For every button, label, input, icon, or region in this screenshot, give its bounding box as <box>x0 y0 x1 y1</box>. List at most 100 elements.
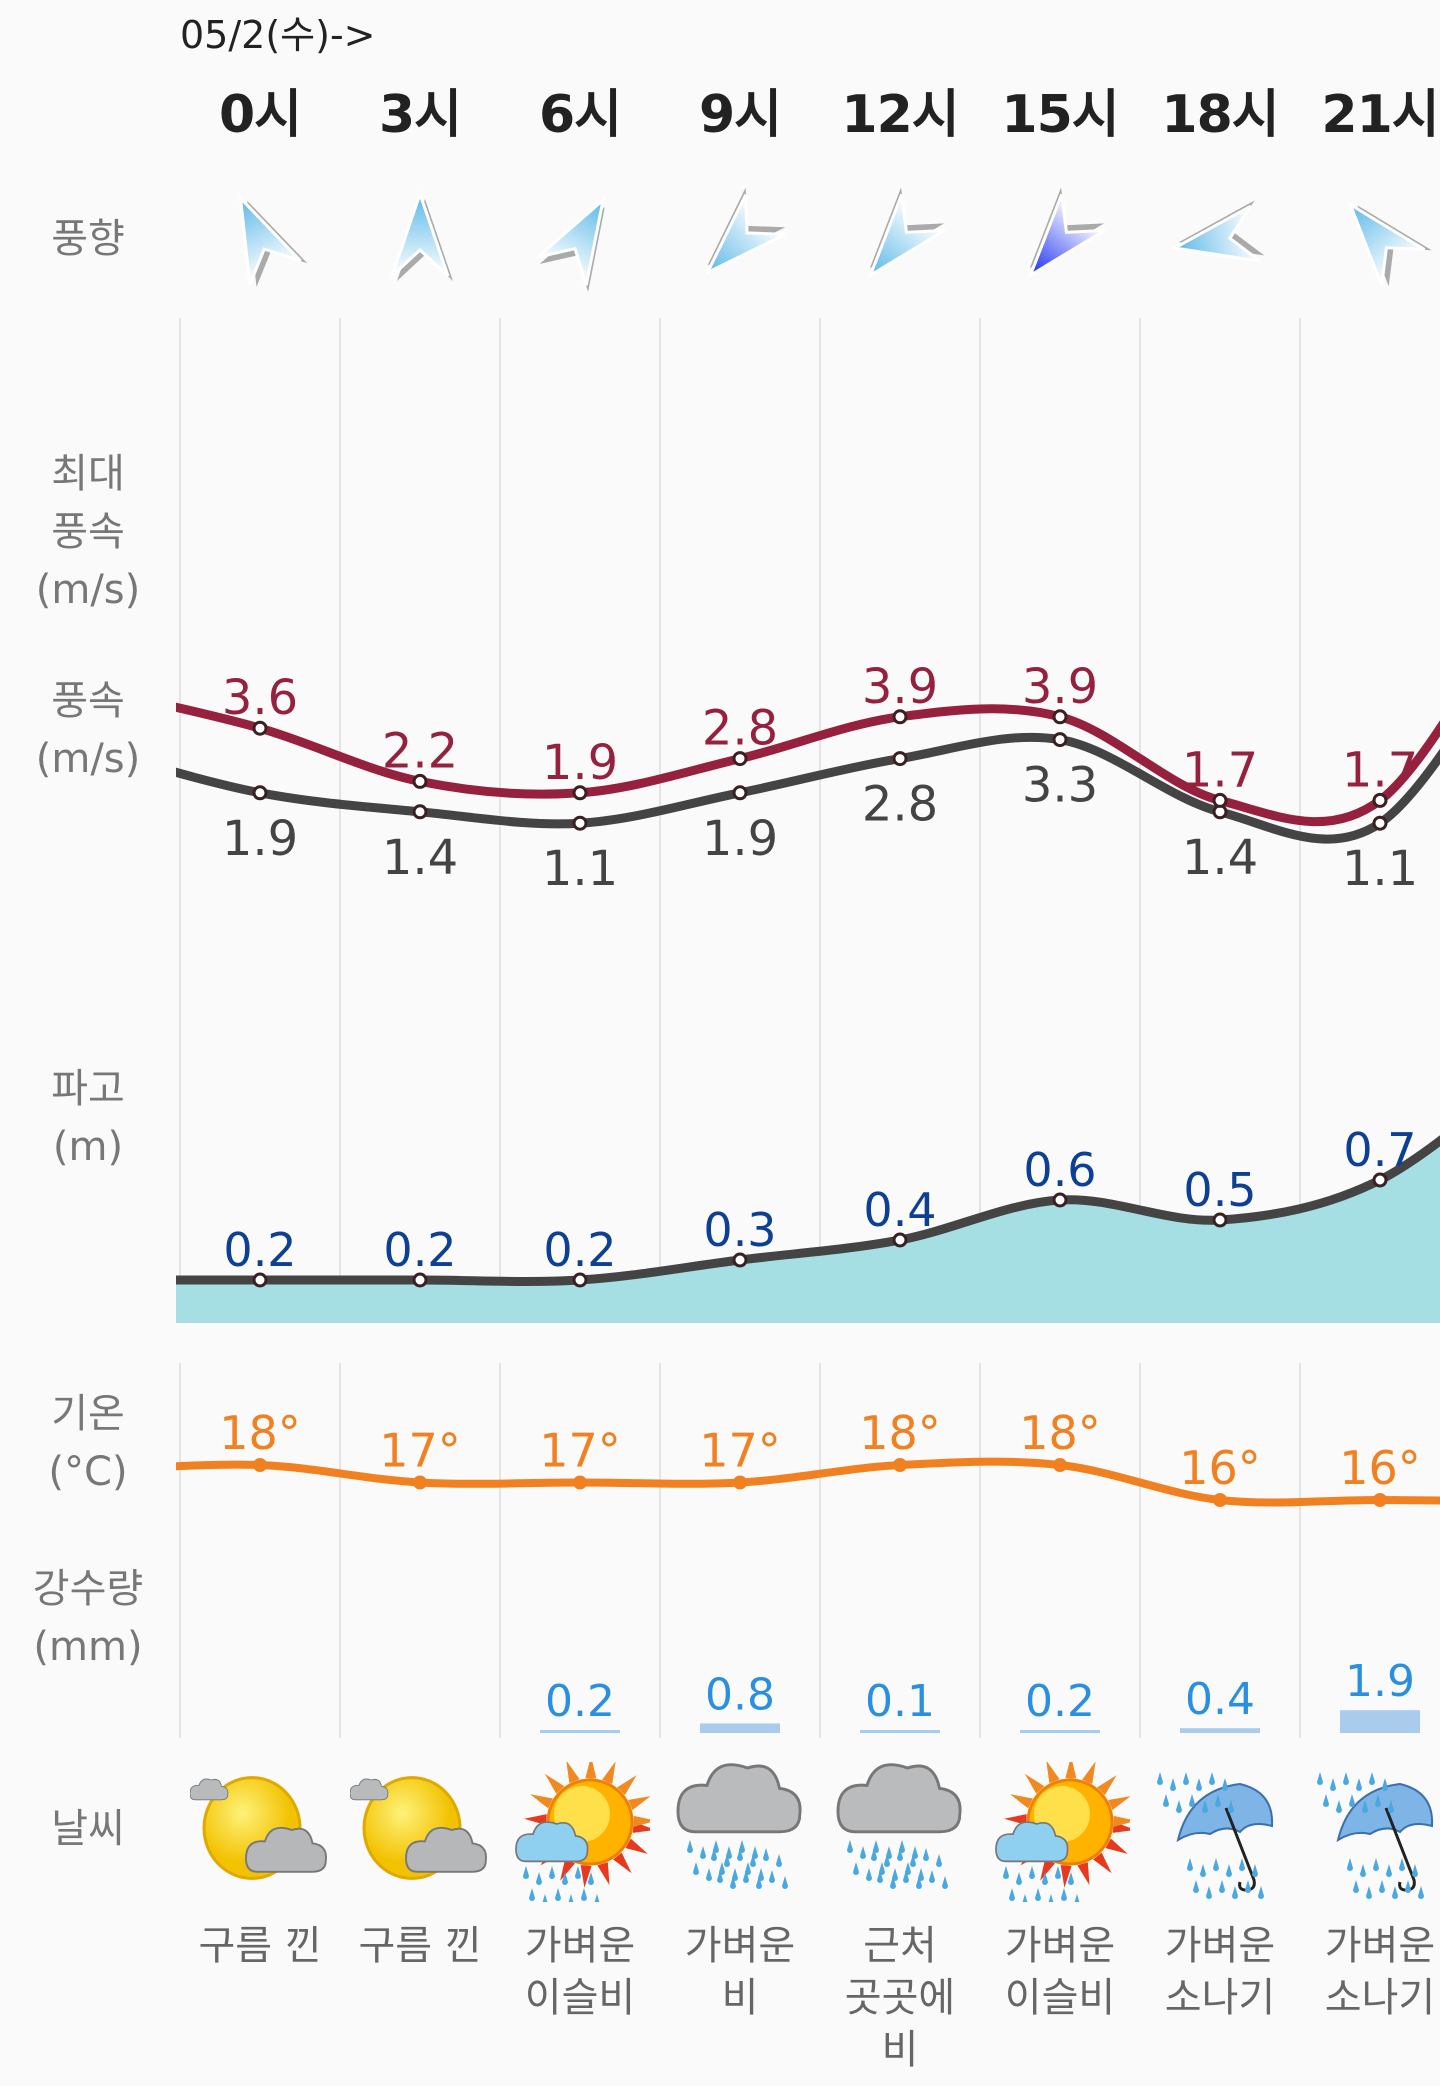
weather-description: 가벼운 소나기 <box>1164 1923 1276 2021</box>
temp-point <box>733 1475 747 1490</box>
hour-label: 12시 <box>841 85 959 145</box>
wave-point <box>892 1232 908 1248</box>
wave-line <box>176 1135 1440 1286</box>
temp-point <box>1053 1458 1067 1472</box>
weather-description: 구름 낀 <box>358 1923 482 1969</box>
wind-point <box>732 785 748 801</box>
hour-label: 15시 <box>1001 85 1119 145</box>
row-label-line: (m) <box>52 1124 124 1170</box>
row-label-line: 최대 <box>51 451 125 497</box>
temp-value: 17° <box>539 1424 621 1478</box>
temp-value: 18° <box>1019 1406 1101 1460</box>
wind-point <box>572 785 588 801</box>
wind-value: 1.9 <box>702 811 778 867</box>
grid-line <box>499 318 501 1738</box>
wind-point <box>252 720 268 736</box>
wind-value: 3.3 <box>1022 758 1098 814</box>
wind-point <box>412 773 428 789</box>
wind-point <box>1372 792 1388 808</box>
weather-description: 가벼운 비 <box>684 1923 796 2021</box>
hour-label: 6시 <box>538 85 622 145</box>
wind-point <box>1212 792 1228 808</box>
wind-value: 1.4 <box>1182 830 1258 886</box>
row-label-wind-speed: 풍속 (m/s) <box>0 672 176 788</box>
wind-arrow-icon <box>1160 180 1280 300</box>
wave-point <box>1372 1172 1388 1188</box>
wave-point <box>412 1272 428 1288</box>
partly-cloudy-icon <box>349 1762 490 1902</box>
wind-arrow-icon <box>1320 180 1440 300</box>
precip-bar <box>1180 1728 1260 1733</box>
weather-description: 가벼운 소나기 <box>1324 1923 1436 2021</box>
grid-line <box>339 318 341 1738</box>
wave-value: 0.5 <box>1183 1163 1256 1217</box>
precip-value: 0.8 <box>705 1669 775 1720</box>
wave-mask <box>176 1323 1440 1363</box>
temp-line <box>176 1457 1440 1507</box>
precip-value: 0.4 <box>1185 1674 1255 1725</box>
row-label-line: 파고 <box>51 1066 125 1112</box>
row-label-line: (mm) <box>33 1624 143 1670</box>
wind-arrow-icon <box>360 180 480 300</box>
wind-value: 1.4 <box>382 830 458 886</box>
hour-label: 9시 <box>698 85 782 145</box>
temp-value: 17° <box>379 1424 461 1478</box>
wind-line <box>176 732 1440 844</box>
umbrella-rain-icon <box>1150 1762 1290 1902</box>
sun-rain-icon <box>990 1756 1136 1907</box>
grid-line <box>819 318 821 1738</box>
cloud-rain-icon <box>670 1762 810 1902</box>
wave-value: 0.4 <box>863 1183 936 1237</box>
wind-value: 1.9 <box>222 811 298 867</box>
row-label-wind-direction: 풍향 <box>51 216 125 262</box>
wind-point <box>572 815 588 831</box>
wind-point <box>892 751 908 767</box>
wave-point <box>252 1272 268 1288</box>
wave-value: 0.7 <box>1343 1123 1416 1177</box>
row-label-line: 풍속 <box>51 509 125 555</box>
wave-value: 0.2 <box>223 1223 296 1277</box>
wave-value: 0.6 <box>1023 1143 1096 1197</box>
precip-bar <box>860 1730 940 1733</box>
max-wind-value: 3.9 <box>862 659 938 715</box>
max-wind-value: 3.6 <box>222 670 298 726</box>
grid-line <box>979 318 981 1738</box>
max-wind-value: 3.9 <box>1022 659 1098 715</box>
precip-value: 0.2 <box>1025 1676 1095 1727</box>
max-wind-line <box>176 702 1440 827</box>
sun-rain-icon <box>510 1756 656 1907</box>
wave-point <box>1212 1212 1228 1228</box>
wind-value: 2.8 <box>862 777 938 833</box>
precip-bar <box>700 1723 780 1733</box>
row-label-line: 강수량 <box>32 1566 144 1612</box>
wind-arrow-icon <box>840 180 960 300</box>
grid-line <box>1139 318 1141 1738</box>
wind-point <box>412 804 428 820</box>
temp-point <box>253 1458 267 1472</box>
row-label-weather: 날씨 <box>51 1806 125 1852</box>
precip-value: 0.2 <box>545 1676 615 1727</box>
temp-point <box>1373 1493 1387 1507</box>
weather-description: 가벼운 이슬비 <box>524 1923 636 2021</box>
wind-point <box>892 709 908 725</box>
precip-bar <box>540 1730 620 1733</box>
weather-description: 가벼운 이슬비 <box>1004 1923 1116 2021</box>
wind-value: 1.1 <box>542 841 618 897</box>
row-label-line: (m/s) <box>35 736 141 782</box>
row-label-max-wind: 최대 풍속 (m/s) <box>0 445 176 619</box>
temp-point <box>1213 1493 1227 1507</box>
max-wind-value: 1.7 <box>1342 742 1418 798</box>
partly-cloudy-icon <box>189 1762 330 1902</box>
row-label-line: (°C) <box>48 1449 128 1495</box>
wave-value: 0.2 <box>383 1223 456 1277</box>
wind-arrow-icon <box>1000 180 1120 300</box>
wave-point <box>1052 1192 1068 1208</box>
weather-description: 구름 낀 <box>198 1923 322 1969</box>
wind-point <box>1372 815 1388 831</box>
precip-value: 1.9 <box>1345 1656 1415 1707</box>
wave-point <box>572 1272 588 1288</box>
max-wind-value: 1.7 <box>1182 742 1258 798</box>
precip-value: 0.1 <box>865 1676 935 1727</box>
wind-point <box>1052 709 1068 725</box>
